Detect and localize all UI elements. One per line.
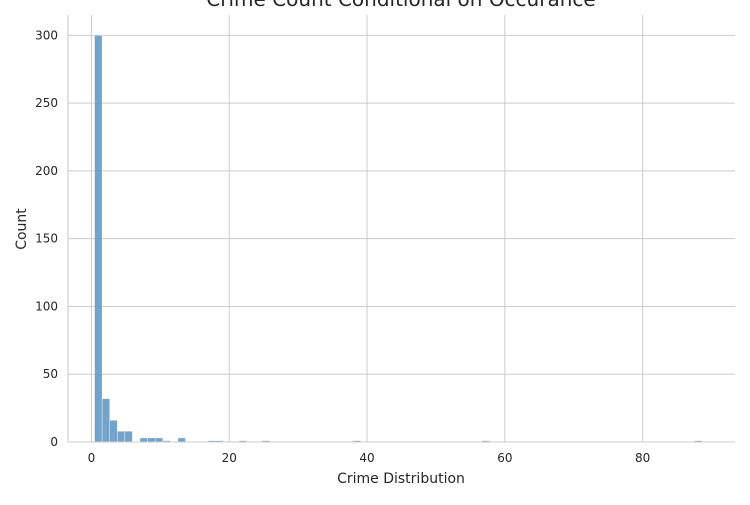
histogram-bar: [101, 398, 110, 443]
x-tick-label: 80: [635, 451, 650, 465]
histogram-bar: [109, 420, 118, 443]
x-axis-label: Crime Distribution: [337, 471, 465, 487]
x-tick-label: 0: [88, 451, 96, 465]
y-tick-label: 50: [43, 367, 58, 381]
y-tick-label: 250: [35, 96, 58, 110]
histogram-bar: [147, 437, 156, 443]
histogram-bar: [94, 35, 103, 443]
x-tick-label: 60: [497, 451, 512, 465]
y-axis-label: Count: [14, 208, 30, 250]
histogram-bar: [154, 437, 163, 443]
axes: [67, 15, 735, 443]
y-tick-label: 200: [35, 164, 58, 178]
y-tick-label: 150: [35, 232, 58, 246]
histogram-bar: [139, 437, 148, 443]
histogram-bar: [117, 430, 126, 443]
x-tick-label: 40: [359, 451, 374, 465]
tick-labels: 0 50 100 150 200 250 300 0 20 40 60 80: [35, 28, 650, 465]
y-tick-label: 0: [50, 435, 58, 449]
grid: [68, 15, 735, 443]
histogram-bar: [124, 430, 133, 443]
histogram-bar: [177, 437, 186, 443]
x-tick-label: 20: [222, 451, 237, 465]
y-tick-label: 300: [35, 28, 58, 42]
y-tick-label: 100: [35, 299, 58, 313]
chart-title: Crime Count Conditional on Occurance: [206, 0, 595, 11]
